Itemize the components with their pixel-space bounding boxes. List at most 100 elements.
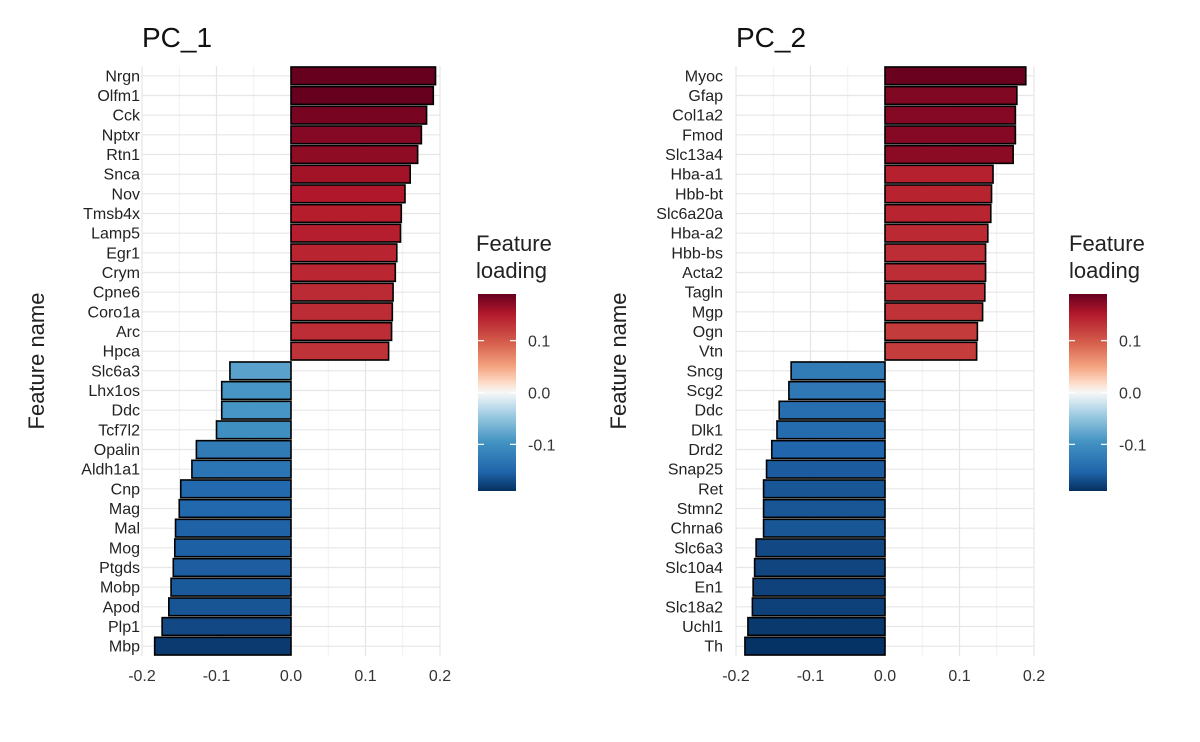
category-label: Col1a2 [672, 108, 723, 125]
legend-colorbar [1069, 294, 1107, 491]
bar-Hba-a2 [884, 223, 989, 243]
bar-Slc6a3 [755, 538, 886, 558]
x-tick-label: -0.1 [797, 668, 825, 685]
bar-Slc6a20a [884, 203, 992, 224]
bar-Mag [178, 498, 292, 519]
x-tick-label: 0.2 [429, 668, 451, 685]
legend-tick-label: 0.0 [528, 386, 550, 403]
category-label: Lhx1os [88, 383, 140, 400]
category-label: Snca [104, 167, 141, 184]
category-label: Slc6a20a [656, 206, 723, 223]
y-axis-label: Feature name [24, 293, 49, 430]
category-label: Coro1a [88, 304, 141, 321]
category-label: Drd2 [688, 442, 723, 459]
bar-Mal [174, 518, 292, 538]
bar-Snca [290, 164, 411, 184]
category-label: Ddc [112, 403, 140, 420]
legend-tick-label: -0.1 [1119, 437, 1147, 454]
category-label: Opalin [94, 442, 140, 459]
category-label: Ret [698, 481, 723, 498]
category-label: Snap25 [668, 462, 723, 479]
legend-tick-label: 0.1 [1119, 334, 1141, 351]
bar-Ddc [778, 400, 886, 420]
legend-title: loading [1069, 258, 1140, 283]
category-label: Acta2 [682, 265, 723, 282]
category-label: Plp1 [108, 619, 140, 636]
bar-Olfm1 [290, 85, 435, 106]
category-label: Mbp [109, 639, 140, 656]
bar-Tagln [884, 282, 986, 302]
category-label: Dlk1 [691, 422, 723, 439]
x-tick-label: 0.0 [874, 668, 896, 685]
category-label: Vtn [699, 344, 723, 361]
category-label: Th [704, 639, 723, 656]
category-label: Slc6a3 [91, 363, 140, 380]
bar-Slc13a4 [884, 144, 1014, 165]
category-label: Mag [109, 501, 140, 518]
category-label: Nrgn [105, 68, 140, 85]
category-label: Chrna6 [671, 521, 724, 538]
legend-tick-label: 0.0 [1119, 386, 1141, 403]
category-label: Scg2 [687, 383, 724, 400]
category-label: Slc10a4 [665, 560, 723, 577]
category-label: Hbb-bs [671, 245, 723, 262]
category-label: Tcf7l2 [98, 422, 140, 439]
bar-Plp1 [161, 616, 292, 637]
bar-Opalin [195, 439, 292, 460]
bar-Myoc [884, 66, 1027, 86]
category-label: Nptxr [102, 127, 141, 144]
bar-Nptxr [290, 125, 423, 145]
x-tick-label: -0.1 [203, 668, 231, 685]
category-label: Stmn2 [677, 501, 723, 518]
category-label: Egr1 [106, 245, 140, 262]
category-label: Ptgds [99, 560, 140, 577]
bar-Apod [168, 597, 292, 617]
bar-Hbb-bs [884, 243, 987, 263]
bar-Mobp [170, 577, 292, 597]
category-label: Slc13a4 [665, 147, 723, 164]
category-label: Crym [102, 265, 140, 282]
bar-Th [744, 636, 886, 656]
bar-Sncg [790, 361, 886, 381]
category-label: Cck [112, 108, 141, 125]
category-label: Hba-a1 [671, 167, 724, 184]
panel-2: -0.2 -0.1 0.0 0.1 0.2 Myoc Gfap Col1a2 Fmod Slc13… [606, 22, 1147, 685]
bar-Ret [762, 479, 886, 499]
bar-Ogn [884, 321, 979, 342]
bar-Lamp5 [290, 223, 402, 243]
bar-Gfap [884, 85, 1018, 106]
bar-Mog [173, 538, 292, 558]
category-label: Mal [114, 521, 140, 538]
bar-Aldh1a1 [191, 459, 292, 479]
bar-Fmod [884, 125, 1017, 145]
legend-title: Feature [476, 231, 552, 256]
legend-tick-label: 0.1 [528, 334, 550, 351]
bar-En1 [752, 577, 886, 597]
category-label: Nov [112, 186, 140, 203]
category-label: Hba-a2 [671, 226, 724, 243]
y-axis-label: Feature name [606, 293, 631, 430]
x-tick-label: 0.1 [354, 668, 376, 685]
category-label: Hbb-bt [675, 186, 724, 203]
bar-Crym [290, 262, 397, 283]
bar-Slc18a2 [751, 597, 886, 617]
bar-Acta2 [884, 262, 987, 283]
panel-1: -0.2 -0.1 0.0 0.1 0.2 Nrgn Olfm1 Cck Nptxr Rtn1 Sn… [24, 22, 556, 685]
bar-Hba-a1 [884, 164, 994, 184]
category-label: Slc6a3 [674, 540, 723, 557]
bar-Uchl1 [747, 616, 886, 637]
category-label: Hpca [103, 344, 140, 361]
bar-Ptgds [172, 557, 292, 578]
panel-title: PC_2 [736, 22, 806, 53]
category-label: Lamp5 [91, 226, 140, 243]
category-label: Gfap [688, 88, 723, 105]
bar-Cnp [179, 479, 292, 499]
bar-Mbp [153, 636, 292, 656]
category-label: Mog [109, 540, 140, 557]
category-label: Tagln [685, 285, 723, 302]
bar-Ddc [220, 400, 292, 420]
bar-Egr1 [290, 243, 398, 263]
bar-Rtn1 [290, 144, 419, 165]
